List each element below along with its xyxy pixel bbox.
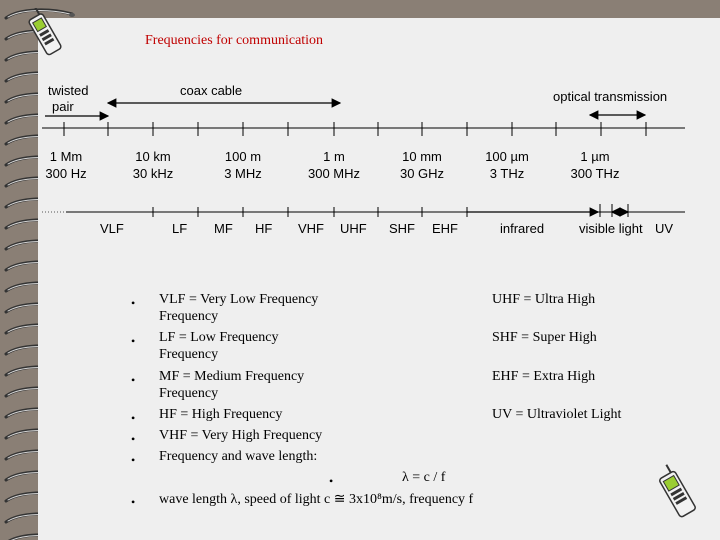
definition-uv: UV = Ultraviolet Light <box>492 407 622 422</box>
definition-lf-cont: Frequency <box>159 347 219 362</box>
scale-wavelength-3: 1 m <box>323 149 345 164</box>
definition-lf: LF = Low Frequency <box>159 330 279 345</box>
band-infrared: infrared <box>500 221 545 236</box>
band-mf: MF <box>214 221 233 236</box>
band-lf: LF <box>172 221 188 236</box>
band-shf: SHF <box>389 221 415 236</box>
band-ehf: EHF <box>432 221 458 236</box>
bullet-icon: • <box>131 411 136 425</box>
scale-wavelength-5: 100 µm <box>485 149 529 164</box>
definition-uhf: UHF = Ultra High <box>492 292 596 307</box>
band-ticks <box>152 204 629 217</box>
scale-frequency-2: 3 MHz <box>224 166 262 181</box>
definition-shf: SHF = Super High <box>492 330 597 345</box>
scale-wavelength-6: 1 µm <box>580 149 610 164</box>
scale-frequency-0: 300 Hz <box>45 166 87 181</box>
bullet-icon: • <box>131 334 136 348</box>
bullet-icon: • <box>131 495 136 509</box>
band-uhf: UHF <box>340 221 367 236</box>
bullet-icon: • <box>131 432 136 446</box>
scale-frequency-4: 30 GHz <box>399 166 445 181</box>
scale-wavelength-2: 100 m <box>224 149 262 164</box>
scale-ticks <box>63 122 647 136</box>
mobile-phone-icon <box>659 464 696 518</box>
band-vlf: VLF <box>100 221 124 236</box>
band-vhf: VHF <box>298 221 324 236</box>
band-hf: HF <box>255 221 273 236</box>
mobile-phone-icon <box>28 8 62 56</box>
definition-vlf: VLF = Very Low Frequency <box>159 292 319 307</box>
definition-mf-cont: Frequency <box>159 386 219 401</box>
bullet-icon: • <box>131 373 136 387</box>
scale-frequency-1: 30 kHz <box>132 166 174 181</box>
bullet-icon: • <box>131 453 136 467</box>
coax-cable-label: coax cable <box>180 83 243 98</box>
wavelength-note: wave length λ, speed of light c ≅ 3x10⁸m… <box>159 492 474 507</box>
definition-vlf-cont: Frequency <box>159 309 219 324</box>
definition-vhf: VHF = Very High Frequency <box>159 428 323 443</box>
definition-ehf: EHF = Extra High <box>492 369 596 384</box>
definition-hf: HF = High Frequency <box>159 407 283 422</box>
scale-wavelength-4: 10 mm <box>402 149 442 164</box>
band-uv: UV <box>655 221 674 236</box>
band-visible-light: visible light <box>579 221 643 236</box>
frequency-wavelength-heading: Frequency and wave length: <box>159 449 318 464</box>
wavelength-formula: λ = c / f <box>402 470 446 485</box>
bullet-icon: • <box>131 296 136 310</box>
optical-transmission-label: optical transmission <box>553 89 668 104</box>
twisted-pair-label-line2: pair <box>52 99 74 114</box>
definition-mf: MF = Medium Frequency <box>159 369 305 384</box>
slide-title: Frequencies for communication <box>145 33 324 48</box>
scale-wavelength-0: 1 Mm <box>49 149 83 164</box>
scale-frequency-5: 3 THz <box>489 166 525 181</box>
twisted-pair-label-line1: twisted <box>48 83 89 98</box>
scale-wavelength-1: 10 km <box>135 149 171 164</box>
scale-frequency-3: 300 MHz <box>307 166 361 181</box>
bullet-icon: • <box>329 474 334 488</box>
scale-frequency-6: 300 THz <box>570 166 620 181</box>
